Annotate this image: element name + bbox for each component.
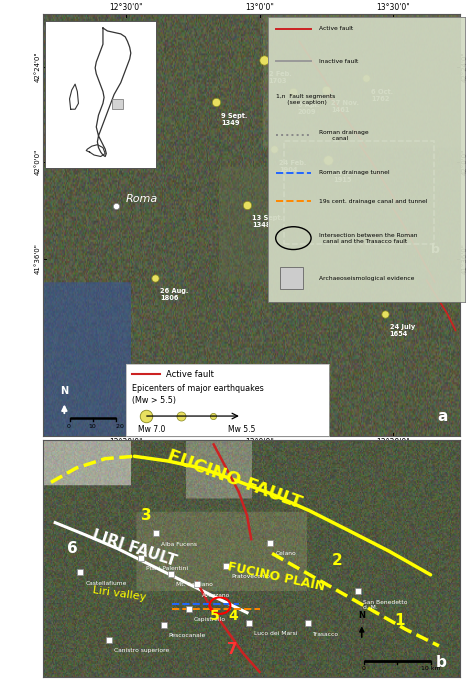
Text: Liri valley: Liri valley xyxy=(92,585,147,602)
Text: Luco dei Marsi: Luco dei Marsi xyxy=(254,631,298,636)
Text: FUCINO PLAIN: FUCINO PLAIN xyxy=(227,561,326,594)
Text: N: N xyxy=(358,611,365,620)
Text: 1,n  Fault segments
      (see caption): 1,n Fault segments (see caption) xyxy=(276,94,335,105)
Text: 42°0'0": 42°0'0" xyxy=(462,148,468,174)
Text: a: a xyxy=(437,409,447,424)
Text: 41°36'0": 41°36'0" xyxy=(462,243,468,274)
Text: 13 Sept.
1348: 13 Sept. 1348 xyxy=(252,215,283,228)
Text: 0: 0 xyxy=(67,425,71,429)
Text: Roma: Roma xyxy=(126,194,158,204)
Text: 24 Feb.
1904: 24 Feb. 1904 xyxy=(279,159,307,172)
Text: Mw 5.5: Mw 5.5 xyxy=(228,425,255,433)
Text: Inactive fault: Inactive fault xyxy=(319,59,358,64)
Text: Mw 7.0: Mw 7.0 xyxy=(138,425,165,433)
Text: Active fault: Active fault xyxy=(166,370,214,379)
Text: Castellafiume: Castellafiume xyxy=(85,581,127,586)
Text: 13°30'0": 13°30'0" xyxy=(376,3,410,12)
Text: Roman drainage tunnel: Roman drainage tunnel xyxy=(319,170,390,175)
Bar xyxy=(280,267,303,289)
Text: 7: 7 xyxy=(227,642,238,657)
Text: 4: 4 xyxy=(228,609,238,622)
Text: 41°36'0": 41°36'0" xyxy=(35,243,41,274)
Text: Alba Fucens: Alba Fucens xyxy=(161,541,197,547)
Text: Celano: Celano xyxy=(275,551,296,556)
Text: 9 Sept.
1349: 9 Sept. 1349 xyxy=(221,113,247,126)
Text: 1: 1 xyxy=(394,613,404,629)
Text: 13°30'0": 13°30'0" xyxy=(376,438,410,447)
Text: b: b xyxy=(430,243,439,256)
Text: 5: 5 xyxy=(210,609,219,622)
Text: Canistro superiore: Canistro superiore xyxy=(114,649,170,653)
Text: 3: 3 xyxy=(141,508,151,523)
Text: 20 km: 20 km xyxy=(117,425,136,429)
Text: 10 km: 10 km xyxy=(421,666,440,671)
Text: 13 Jan.
1915: 13 Jan. 1915 xyxy=(333,170,359,183)
Bar xyxy=(112,99,123,109)
Text: Trasacco: Trasacco xyxy=(312,631,338,637)
Text: 42°24'0": 42°24'0" xyxy=(462,52,468,82)
Text: 13°0'0": 13°0'0" xyxy=(245,438,274,447)
Text: 26 Aug.
1806: 26 Aug. 1806 xyxy=(160,289,189,302)
Text: Archaeoseismological evidence: Archaeoseismological evidence xyxy=(319,275,414,280)
Text: 13°0'0": 13°0'0" xyxy=(245,3,274,12)
Text: Pescocanale: Pescocanale xyxy=(169,633,206,638)
Text: 6 Oct.
1762: 6 Oct. 1762 xyxy=(371,89,393,102)
Text: 6 Apr.
2009: 6 Apr. 2009 xyxy=(298,102,319,115)
Text: Epicenters of major earthquakes: Epicenters of major earthquakes xyxy=(132,384,264,393)
Text: San Benedetto
d. M.: San Benedetto d. M. xyxy=(363,600,407,611)
Text: Active fault: Active fault xyxy=(319,26,353,31)
Text: 24 July
1654: 24 July 1654 xyxy=(390,324,415,337)
Text: b: b xyxy=(436,655,447,670)
Text: 2 Feb.
1703: 2 Feb. 1703 xyxy=(269,71,292,84)
Text: Mt. Salviano: Mt. Salviano xyxy=(176,582,213,587)
Text: Avezzano: Avezzano xyxy=(202,593,230,598)
Text: Capistrello: Capistrello xyxy=(194,618,226,622)
Text: 12°30'0": 12°30'0" xyxy=(109,438,143,447)
Text: FUCINO FAULT: FUCINO FAULT xyxy=(165,447,304,513)
Text: 42°0'0": 42°0'0" xyxy=(35,148,41,174)
Text: 12°30'0": 12°30'0" xyxy=(109,3,143,12)
Text: 42°24'0": 42°24'0" xyxy=(35,52,41,82)
Text: 10: 10 xyxy=(89,425,97,429)
Text: 19s cent. drainage canal and tunnel: 19s cent. drainage canal and tunnel xyxy=(319,199,428,203)
Text: LIRI FAULT: LIRI FAULT xyxy=(91,528,179,570)
Bar xyxy=(284,142,434,244)
Text: Intersection between the Roman
  canal and the Trasacco fault: Intersection between the Roman canal and… xyxy=(319,233,418,243)
Text: N: N xyxy=(60,386,68,396)
Text: Piani Palentini: Piani Palentini xyxy=(146,567,188,572)
Text: 2: 2 xyxy=(331,553,342,568)
Text: Roman drainage
       canal: Roman drainage canal xyxy=(319,130,369,141)
Text: (Mw > 5.5): (Mw > 5.5) xyxy=(132,396,176,405)
Text: 27 Nov.
1461: 27 Nov. 1461 xyxy=(331,100,359,113)
Text: 0: 0 xyxy=(362,666,366,671)
Text: Pratovecchio: Pratovecchio xyxy=(231,574,270,579)
Text: 6: 6 xyxy=(67,541,78,556)
